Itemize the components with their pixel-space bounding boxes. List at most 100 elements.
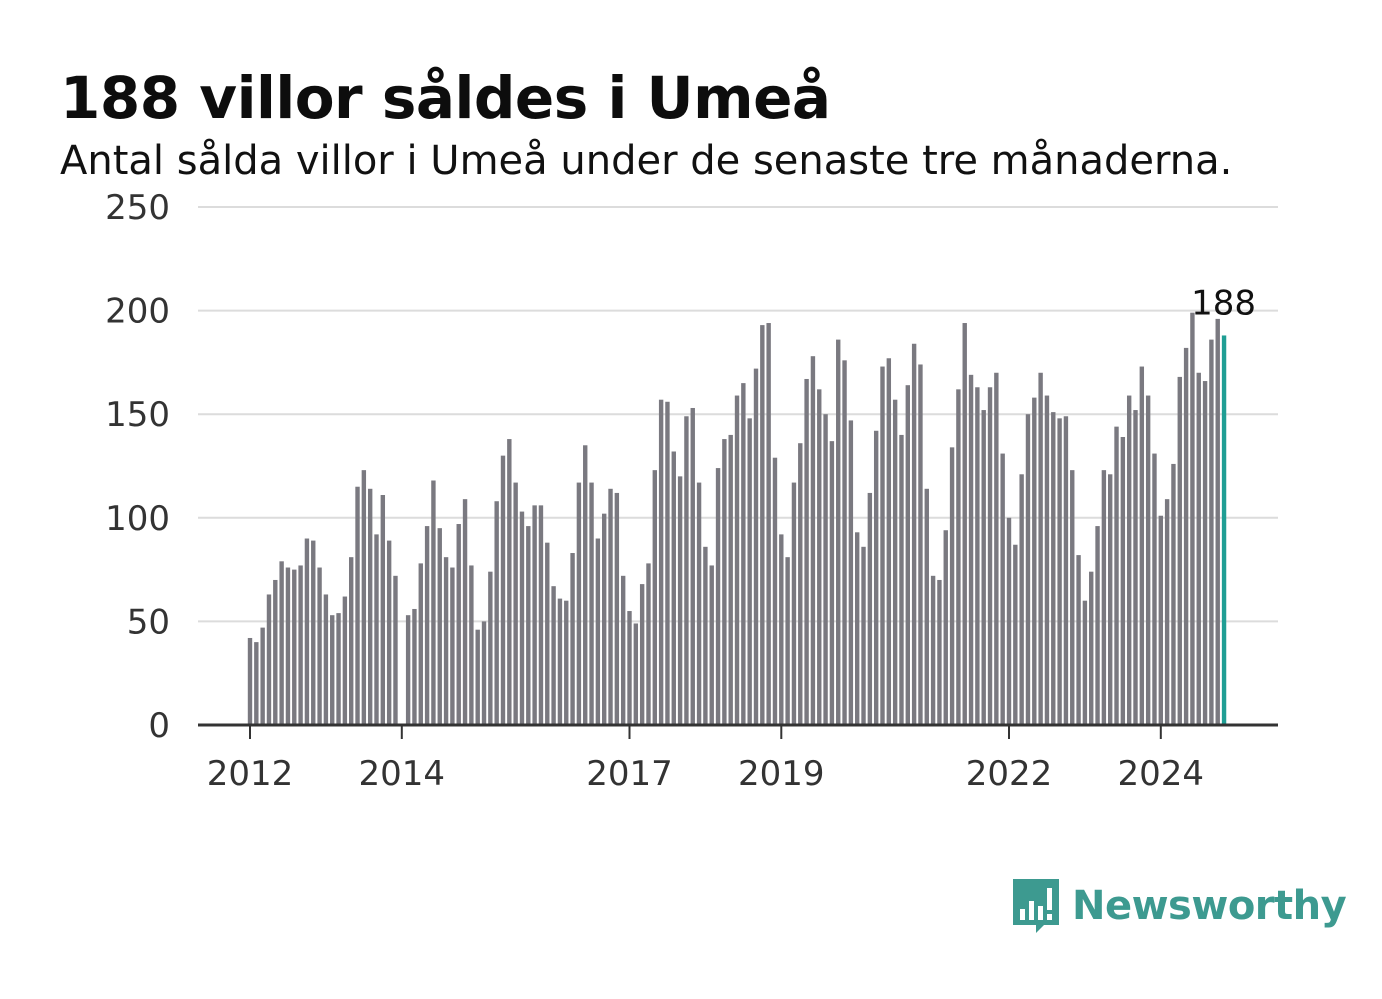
- x-tick-label: 2012: [207, 754, 294, 794]
- bar: [576, 482, 582, 725]
- bar: [867, 492, 873, 725]
- bar: [766, 323, 771, 725]
- x-tick-label: 2017: [586, 754, 673, 794]
- bar: [747, 418, 752, 725]
- x-tick-label: 2019: [738, 754, 825, 794]
- bar: [677, 476, 683, 725]
- bar: [1139, 366, 1145, 725]
- bar: [1044, 395, 1050, 725]
- bar: [424, 526, 430, 725]
- bar: [798, 443, 803, 725]
- bar: [987, 387, 993, 725]
- annotation: 188: [1191, 284, 1256, 324]
- bar: [620, 575, 626, 725]
- bar: [374, 534, 379, 725]
- bar: [614, 492, 620, 725]
- bar: [602, 513, 607, 725]
- bar: [810, 356, 816, 725]
- bar: [336, 613, 341, 725]
- bar: [949, 447, 955, 725]
- bar: [285, 567, 291, 725]
- bar: [715, 468, 721, 725]
- bar: [836, 339, 841, 725]
- bar: [1215, 318, 1220, 725]
- bar: [1038, 372, 1043, 725]
- bar: [583, 445, 588, 725]
- bar: [317, 567, 322, 725]
- bar: [791, 482, 797, 725]
- bar: [1202, 381, 1208, 725]
- bar: [943, 530, 948, 725]
- bar: [608, 488, 613, 725]
- x-tick-label: 2022: [966, 754, 1053, 794]
- y-tick-label: 200: [105, 292, 170, 332]
- bar: [892, 399, 898, 725]
- bar: [1177, 376, 1182, 725]
- x-axis-labels: 2012 2014 2017 2019 2022 2024: [207, 754, 1204, 794]
- bar: [671, 451, 676, 725]
- bar: [703, 546, 708, 725]
- newsworthy-logo: Newsworthy: [1010, 876, 1347, 936]
- bar: [1082, 600, 1088, 725]
- bar: [589, 482, 594, 725]
- bar: [456, 524, 461, 725]
- bar: [899, 434, 904, 725]
- bar: [1070, 470, 1075, 725]
- bar: [779, 534, 784, 725]
- bar: [1019, 474, 1024, 725]
- bar: [1108, 474, 1113, 725]
- bar: [728, 434, 733, 725]
- x-tick-label: 2024: [1118, 754, 1205, 794]
- bar: [829, 441, 835, 725]
- bar: [741, 383, 746, 725]
- bar: [1190, 312, 1195, 725]
- x-tick-label: 2014: [359, 754, 446, 794]
- bar: [304, 538, 310, 725]
- bar: [804, 378, 809, 725]
- bar: [570, 553, 575, 725]
- bar: [519, 511, 525, 725]
- bar: [1013, 544, 1018, 725]
- bar: [962, 323, 967, 725]
- bar: [355, 486, 360, 725]
- bar: [1196, 372, 1201, 725]
- bar: [873, 430, 879, 725]
- bar: [760, 325, 765, 725]
- bar: [557, 598, 563, 725]
- bar: [968, 374, 974, 725]
- bar: [753, 368, 759, 725]
- bar: [349, 557, 354, 725]
- bar: [292, 569, 297, 725]
- y-tick-label: 0: [148, 706, 170, 746]
- bar: [1171, 463, 1176, 725]
- bar: [551, 586, 556, 725]
- bar: [488, 571, 493, 725]
- bar: [279, 561, 284, 725]
- bar: [1006, 517, 1012, 725]
- chart-subtitle: Antal sålda villor i Umeå under de senas…: [60, 138, 1233, 184]
- bar: [861, 546, 866, 725]
- bar: [1101, 470, 1107, 725]
- y-tick-label: 50: [127, 602, 170, 642]
- bar: [785, 557, 790, 725]
- bar: [545, 542, 550, 725]
- bar: [684, 416, 689, 725]
- bar: [1145, 395, 1151, 725]
- bar: [734, 395, 740, 725]
- bar: [994, 372, 999, 725]
- bar: [886, 358, 892, 725]
- bar: [273, 579, 278, 725]
- bar: [431, 480, 436, 725]
- bar: [342, 596, 348, 725]
- bar: [823, 414, 828, 725]
- bar: [1183, 347, 1189, 725]
- chart-title: 188 villor såldes i Umeå: [60, 64, 831, 132]
- bar: [880, 366, 885, 725]
- bar: [930, 575, 936, 725]
- bar: [937, 579, 942, 725]
- bar: [1126, 395, 1132, 725]
- bar: [627, 611, 632, 725]
- bar: [1032, 397, 1037, 725]
- bar: [848, 420, 854, 725]
- bar: [380, 495, 386, 725]
